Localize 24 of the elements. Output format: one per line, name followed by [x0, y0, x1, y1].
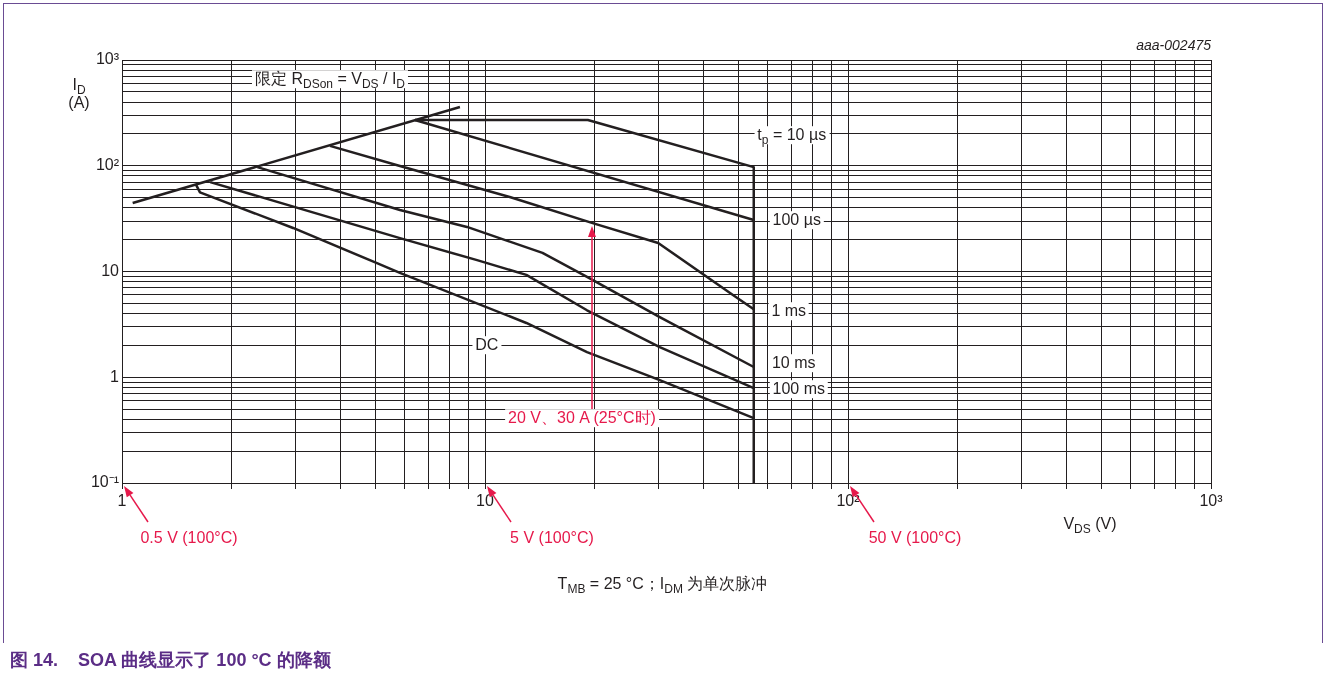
series-label: 1 ms — [768, 302, 810, 320]
x-tick-label: 10² — [836, 492, 861, 510]
y-tick-label: 10² — [95, 156, 120, 174]
series-label: t$_{p}$ = 10 µs — [754, 126, 830, 147]
y-axis-title: I$_{D}$ (A) — [67, 76, 91, 112]
annotation: 20 V、30 A (25°C时) — [505, 409, 659, 427]
annotation: 限定 R$_{DSon}$ = V$_{DS}$ / I$_{D}$ — [251, 70, 409, 91]
series-label: DC — [472, 336, 502, 354]
text: 50 V (100°C) — [868, 529, 962, 547]
text: 图 14. SOA 曲线显示了 100 °C 的降额 — [10, 650, 331, 671]
text: aaa-002475 — [1136, 37, 1211, 54]
series-label: 100 µs — [769, 211, 824, 229]
x-axis-title: V$_{DS}$ (V) — [1063, 515, 1117, 536]
text: T$_{MB}$ = 25 °C；I$_{DM}$ 为单次脉冲 — [557, 575, 768, 596]
text: 5 V (100°C) — [510, 529, 594, 547]
x-tick-label: 10 — [476, 492, 494, 510]
y-tick-label: 1 — [110, 367, 120, 385]
series-label: 100 ms — [769, 380, 828, 398]
y-tick-label: 10³ — [95, 50, 120, 68]
text: 0.5 V (100°C) — [140, 529, 238, 547]
series-label: 10 ms — [768, 354, 819, 372]
y-tick-label: 10⁻¹ — [90, 473, 119, 491]
x-tick-label: 10³ — [1199, 492, 1224, 510]
y-tick-label: 10 — [101, 261, 120, 279]
